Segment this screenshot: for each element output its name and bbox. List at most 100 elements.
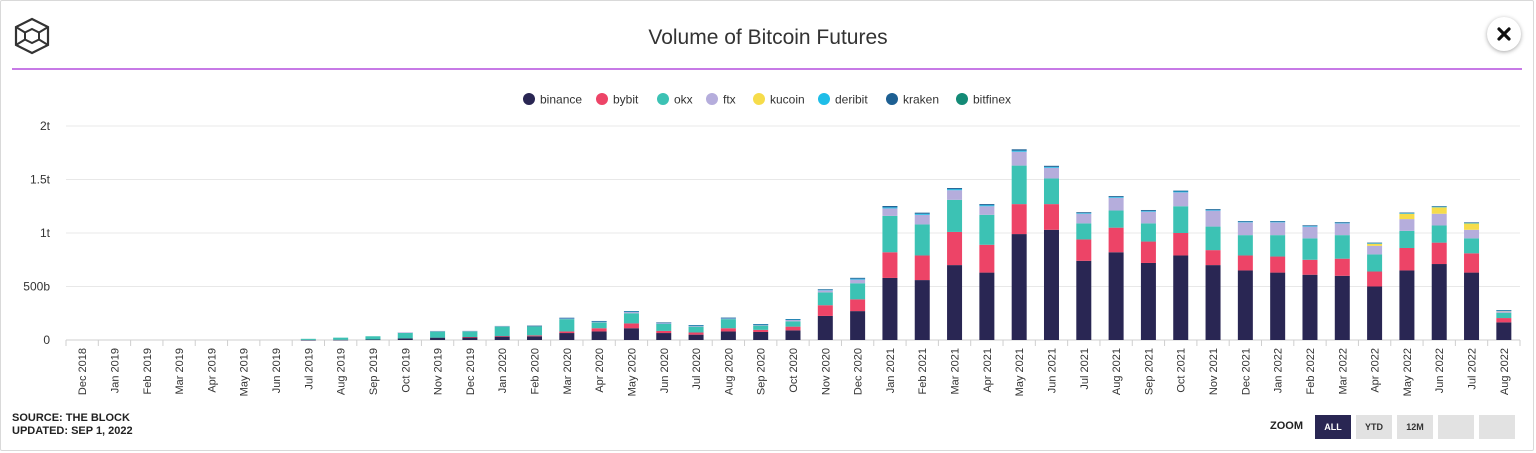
bar-segment-binance[interactable] xyxy=(623,328,639,340)
bar-stack[interactable] xyxy=(1270,221,1286,340)
bar-segment-ftx[interactable] xyxy=(688,325,704,327)
bar-segment-bybit[interactable] xyxy=(882,252,898,278)
bar-segment-ftx[interactable] xyxy=(1496,311,1512,313)
bar-segment-bybit[interactable] xyxy=(559,331,575,334)
bar-segment-ftx[interactable] xyxy=(1431,213,1447,226)
bar-segment-kraken[interactable] xyxy=(688,325,704,326)
bar-stack[interactable] xyxy=(527,325,543,340)
bar-segment-okx[interactable] xyxy=(462,331,478,338)
bar-segment-kraken[interactable] xyxy=(1011,149,1027,151)
bar-segment-binance[interactable] xyxy=(1173,255,1189,340)
bar-segment-bybit[interactable] xyxy=(1043,204,1059,230)
bar-segment-deribit[interactable] xyxy=(979,205,995,207)
bar-segment-deribit[interactable] xyxy=(1076,213,1092,214)
bar-stack[interactable] xyxy=(397,332,413,340)
bar-segment-kraken[interactable] xyxy=(1464,222,1480,224)
bar-segment-deribit[interactable] xyxy=(1334,222,1350,224)
bar-segment-ftx[interactable] xyxy=(623,311,639,314)
bar-segment-ftx[interactable] xyxy=(882,208,898,216)
bar-segment-kraken[interactable] xyxy=(1205,209,1221,210)
bar-segment-deribit[interactable] xyxy=(1011,150,1027,152)
bar-segment-okx[interactable] xyxy=(882,215,898,253)
bar-segment-bybit[interactable] xyxy=(850,299,866,312)
bar-stack[interactable] xyxy=(1302,225,1318,340)
bar-segment-okx[interactable] xyxy=(527,326,543,336)
bar-segment-kraken[interactable] xyxy=(817,289,833,290)
bar-segment-bybit[interactable] xyxy=(1431,242,1447,265)
bar-segment-kraken[interactable] xyxy=(1367,242,1383,244)
bar-segment-kraken[interactable] xyxy=(1043,165,1059,167)
bar-segment-bybit[interactable] xyxy=(1011,204,1027,235)
bar-segment-deribit[interactable] xyxy=(623,311,639,313)
bar-segment-bybit[interactable] xyxy=(1367,271,1383,287)
bar-segment-binance[interactable] xyxy=(1431,264,1447,340)
bar-segment-okx[interactable] xyxy=(1431,225,1447,243)
bar-segment-kraken[interactable] xyxy=(1173,190,1189,192)
bar-segment-kraken[interactable] xyxy=(1399,212,1415,214)
bar-segment-binance[interactable] xyxy=(1399,270,1415,340)
bar-segment-binance[interactable] xyxy=(300,339,316,341)
bar-segment-okx[interactable] xyxy=(1011,165,1027,205)
bar-segment-deribit[interactable] xyxy=(1270,221,1286,223)
bar-segment-ftx[interactable] xyxy=(1173,192,1189,207)
bar-stack[interactable] xyxy=(1431,206,1447,340)
bar-segment-binance[interactable] xyxy=(1496,322,1512,340)
bar-segment-bybit[interactable] xyxy=(1334,258,1350,276)
bar-segment-okx[interactable] xyxy=(753,325,769,330)
bar-segment-kraken[interactable] xyxy=(1496,310,1512,311)
bar-segment-bybit[interactable] xyxy=(1237,255,1253,271)
legend-item-ftx[interactable]: ftx xyxy=(706,93,736,107)
bar-segment-ftx[interactable] xyxy=(559,318,575,320)
bar-segment-okx[interactable] xyxy=(979,214,995,245)
bar-segment-binance[interactable] xyxy=(947,265,963,340)
bar-stack[interactable] xyxy=(914,212,930,340)
bar-segment-ftx[interactable] xyxy=(817,290,833,293)
bar-segment-kraken[interactable] xyxy=(1108,196,1124,197)
bar-segment-okx[interactable] xyxy=(1302,238,1318,260)
bar-segment-deribit[interactable] xyxy=(1431,206,1447,208)
bar-segment-okx[interactable] xyxy=(1108,210,1124,228)
bar-segment-deribit[interactable] xyxy=(1464,222,1480,224)
bar-segment-binance[interactable] xyxy=(1367,286,1383,341)
bar-segment-okx[interactable] xyxy=(1173,206,1189,233)
bar-stack[interactable] xyxy=(333,337,349,341)
bar-stack[interactable] xyxy=(1464,222,1480,340)
bar-stack[interactable] xyxy=(591,320,607,340)
bar-segment-kucoin[interactable] xyxy=(1464,223,1480,230)
bar-segment-ftx[interactable] xyxy=(1464,229,1480,239)
bar-segment-kraken[interactable] xyxy=(656,322,672,324)
bar-segment-okx[interactable] xyxy=(720,319,736,329)
bar-segment-okx[interactable] xyxy=(1270,235,1286,257)
bar-segment-binance[interactable] xyxy=(688,334,704,340)
bar-segment-bybit[interactable] xyxy=(979,244,995,273)
bar-segment-bybit[interactable] xyxy=(817,305,833,316)
bar-segment-ftx[interactable] xyxy=(1140,211,1156,224)
the-block-logo-icon[interactable] xyxy=(12,16,52,56)
bar-segment-deribit[interactable] xyxy=(1043,166,1059,168)
bar-segment-binance[interactable] xyxy=(365,339,381,341)
bar-segment-ftx[interactable] xyxy=(494,325,510,327)
bar-segment-ftx[interactable] xyxy=(1076,213,1092,224)
bar-segment-okx[interactable] xyxy=(1076,223,1092,240)
bar-segment-binance[interactable] xyxy=(817,315,833,340)
bar-segment-deribit[interactable] xyxy=(1302,225,1318,227)
bar-stack[interactable] xyxy=(947,188,963,340)
bar-segment-binance[interactable] xyxy=(430,337,446,340)
bar-segment-kraken[interactable] xyxy=(1302,225,1318,226)
zoom-all-button[interactable]: ALL xyxy=(1315,415,1351,439)
bar-segment-binance[interactable] xyxy=(1108,252,1124,340)
bar-segment-okx[interactable] xyxy=(947,199,963,232)
bar-segment-binance[interactable] xyxy=(882,277,898,340)
bar-segment-okx[interactable] xyxy=(785,321,801,327)
bar-segment-ftx[interactable] xyxy=(947,190,963,200)
bar-stack[interactable] xyxy=(656,322,672,340)
bar-segment-bybit[interactable] xyxy=(462,337,478,338)
bar-segment-bybit[interactable] xyxy=(914,255,930,281)
bar-segment-bybit[interactable] xyxy=(688,332,704,335)
bar-segment-kraken[interactable] xyxy=(947,188,963,190)
bar-segment-okx[interactable] xyxy=(688,326,704,333)
bar-stack[interactable] xyxy=(688,325,704,340)
bar-segment-binance[interactable] xyxy=(656,333,672,340)
bar-segment-binance[interactable] xyxy=(850,311,866,340)
bar-segment-okx[interactable] xyxy=(1464,238,1480,254)
